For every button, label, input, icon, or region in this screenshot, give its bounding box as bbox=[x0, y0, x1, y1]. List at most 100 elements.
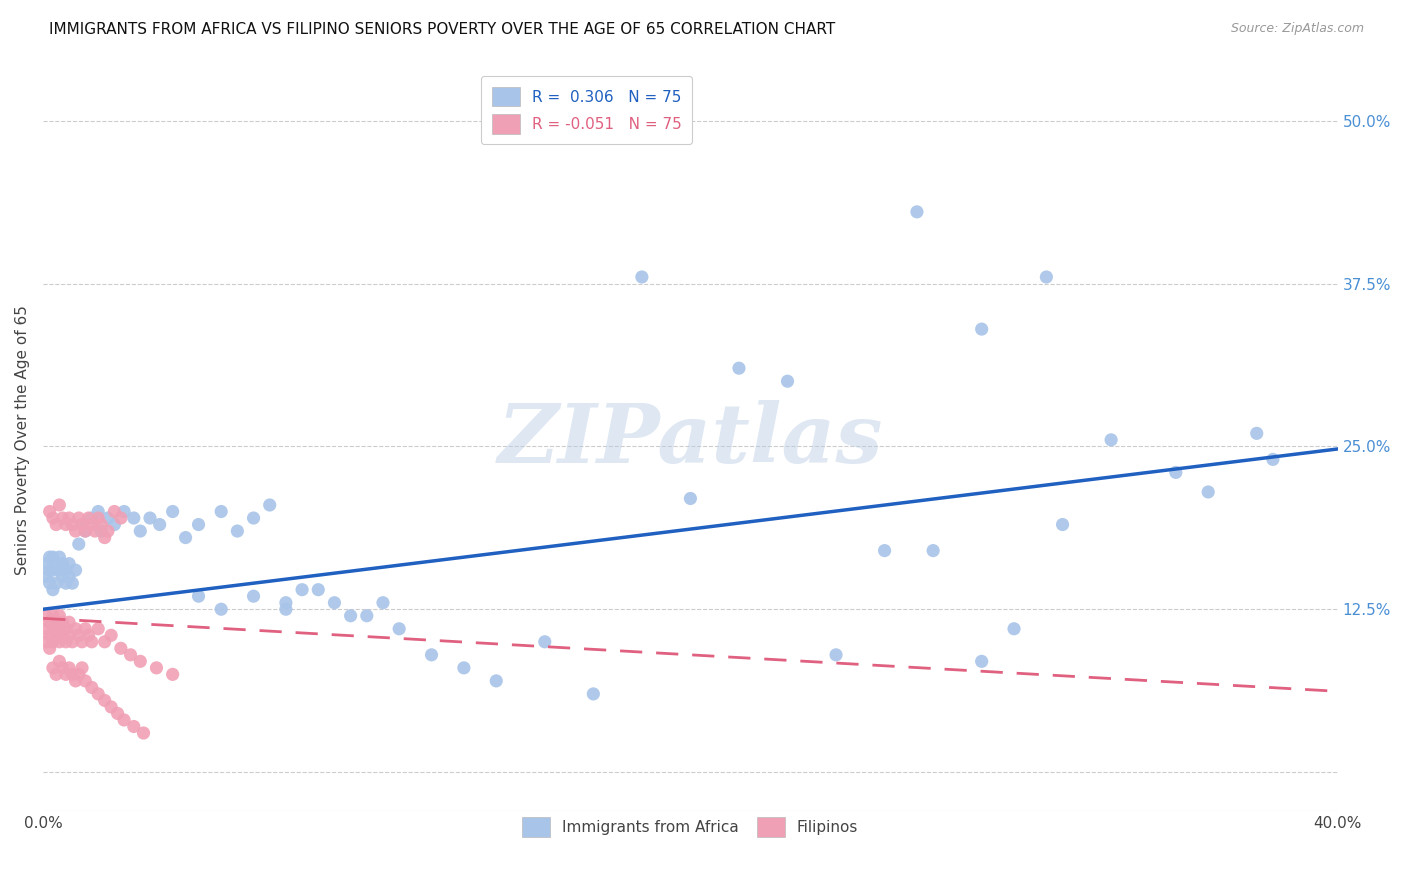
Point bbox=[42, 608, 65, 623]
Point bbox=[1002, 622, 1025, 636]
Point bbox=[291, 582, 314, 597]
Point bbox=[582, 687, 605, 701]
Point bbox=[58, 557, 80, 571]
Point bbox=[905, 204, 928, 219]
Point bbox=[174, 531, 197, 545]
Point bbox=[356, 608, 378, 623]
Point bbox=[45, 576, 67, 591]
Point bbox=[60, 635, 83, 649]
Point bbox=[371, 596, 394, 610]
Point bbox=[90, 517, 112, 532]
Point bbox=[274, 596, 297, 610]
Point bbox=[112, 713, 135, 727]
Point bbox=[97, 524, 120, 538]
Point bbox=[55, 517, 77, 532]
Point bbox=[776, 374, 799, 388]
Point bbox=[58, 511, 80, 525]
Point bbox=[48, 563, 70, 577]
Point bbox=[35, 557, 58, 571]
Point bbox=[162, 504, 184, 518]
Point bbox=[129, 654, 152, 668]
Point bbox=[226, 524, 249, 538]
Point bbox=[67, 511, 90, 525]
Point bbox=[38, 550, 60, 565]
Point bbox=[42, 661, 65, 675]
Point bbox=[90, 524, 112, 538]
Point bbox=[100, 628, 122, 642]
Point bbox=[80, 517, 103, 532]
Point bbox=[75, 524, 97, 538]
Point bbox=[48, 654, 70, 668]
Point bbox=[45, 557, 67, 571]
Point bbox=[129, 524, 152, 538]
Point bbox=[45, 517, 67, 532]
Point bbox=[87, 622, 110, 636]
Point bbox=[922, 543, 945, 558]
Point bbox=[75, 673, 97, 688]
Point bbox=[67, 667, 90, 681]
Point bbox=[87, 504, 110, 518]
Point bbox=[132, 726, 155, 740]
Point bbox=[52, 511, 75, 525]
Point bbox=[65, 673, 87, 688]
Point bbox=[38, 563, 60, 577]
Point bbox=[70, 635, 93, 649]
Point bbox=[87, 511, 110, 525]
Point bbox=[65, 563, 87, 577]
Point bbox=[70, 517, 93, 532]
Point bbox=[122, 719, 145, 733]
Point bbox=[70, 661, 93, 675]
Point bbox=[35, 622, 58, 636]
Point bbox=[420, 648, 443, 662]
Point bbox=[48, 622, 70, 636]
Point bbox=[93, 693, 115, 707]
Point bbox=[77, 511, 100, 525]
Point bbox=[112, 504, 135, 518]
Point bbox=[1099, 433, 1122, 447]
Point bbox=[87, 687, 110, 701]
Point bbox=[42, 622, 65, 636]
Point bbox=[58, 628, 80, 642]
Point bbox=[38, 576, 60, 591]
Point bbox=[100, 700, 122, 714]
Point bbox=[45, 615, 67, 630]
Point bbox=[323, 596, 346, 610]
Point bbox=[187, 517, 209, 532]
Point bbox=[84, 524, 107, 538]
Point bbox=[533, 635, 555, 649]
Point bbox=[339, 608, 361, 623]
Point bbox=[60, 667, 83, 681]
Point bbox=[274, 602, 297, 616]
Point bbox=[42, 563, 65, 577]
Point bbox=[75, 524, 97, 538]
Point bbox=[242, 511, 264, 525]
Point bbox=[52, 557, 75, 571]
Point bbox=[48, 635, 70, 649]
Point bbox=[110, 641, 132, 656]
Point bbox=[45, 667, 67, 681]
Point bbox=[120, 648, 142, 662]
Point bbox=[1197, 485, 1219, 500]
Point bbox=[187, 589, 209, 603]
Point bbox=[873, 543, 896, 558]
Point bbox=[70, 517, 93, 532]
Point bbox=[42, 635, 65, 649]
Point bbox=[67, 628, 90, 642]
Point bbox=[65, 524, 87, 538]
Point bbox=[93, 635, 115, 649]
Point bbox=[93, 531, 115, 545]
Text: ZIPatlas: ZIPatlas bbox=[498, 400, 883, 480]
Point bbox=[80, 511, 103, 525]
Point bbox=[103, 517, 125, 532]
Point bbox=[35, 635, 58, 649]
Point bbox=[48, 608, 70, 623]
Point bbox=[52, 661, 75, 675]
Point bbox=[58, 615, 80, 630]
Point bbox=[58, 661, 80, 675]
Point bbox=[139, 511, 162, 525]
Y-axis label: Seniors Poverty Over the Age of 65: Seniors Poverty Over the Age of 65 bbox=[15, 305, 30, 574]
Point bbox=[307, 582, 329, 597]
Text: IMMIGRANTS FROM AFRICA VS FILIPINO SENIORS POVERTY OVER THE AGE OF 65 CORRELATIO: IMMIGRANTS FROM AFRICA VS FILIPINO SENIO… bbox=[49, 22, 835, 37]
Point bbox=[38, 504, 60, 518]
Point bbox=[48, 498, 70, 512]
